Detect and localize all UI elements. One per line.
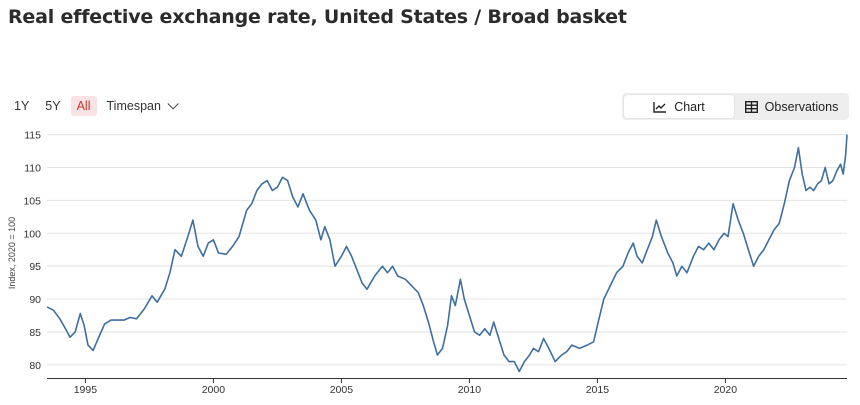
observations-view-label: Observations — [764, 99, 839, 114]
y-tick-label: 90 — [29, 294, 41, 306]
observations-view-button[interactable]: Observations — [734, 95, 849, 118]
range-selector: 1Y 5Y All Timespan — [8, 96, 179, 116]
y-axis-title: Index, 2020 = 100 — [7, 217, 17, 289]
x-tick-label: 1995 — [74, 384, 98, 396]
range-5y-button[interactable]: 5Y — [45, 99, 61, 113]
line-chart-icon — [653, 101, 667, 113]
range-all-button[interactable]: All — [70, 96, 97, 116]
y-tick-label: 100 — [23, 228, 41, 240]
y-tick-label: 85 — [29, 327, 41, 339]
chart-view-button[interactable]: Chart — [624, 95, 734, 118]
chevron-down-icon — [167, 98, 179, 110]
y-tick-label: 80 — [29, 360, 41, 372]
x-tick-label: 2005 — [330, 384, 354, 396]
range-1y-button[interactable]: 1Y — [14, 99, 30, 113]
y-tick-label: 95 — [29, 261, 41, 273]
series-line — [46, 134, 848, 373]
y-tick-label: 110 — [24, 162, 41, 174]
y-tick-label: 115 — [24, 130, 41, 142]
x-tick-label: 2020 — [714, 384, 738, 396]
x-tick-label: 2015 — [586, 384, 610, 396]
timespan-label: Timespan — [106, 99, 161, 113]
timespan-dropdown[interactable]: Timespan — [106, 98, 179, 113]
table-icon — [744, 100, 758, 113]
x-tick-label: 2010 — [458, 384, 482, 396]
chart-view-label: Chart — [674, 99, 705, 114]
page-title: Real effective exchange rate, United Sta… — [8, 6, 627, 28]
y-tick-label: 105 — [23, 195, 41, 207]
line-chart: 80 85 90 95 100 105 110 115 1995 2000 2005 2010 2015… — [7, 130, 848, 396]
x-tick-label: 2000 — [202, 384, 226, 396]
view-toggle: Chart Observations — [622, 93, 849, 120]
